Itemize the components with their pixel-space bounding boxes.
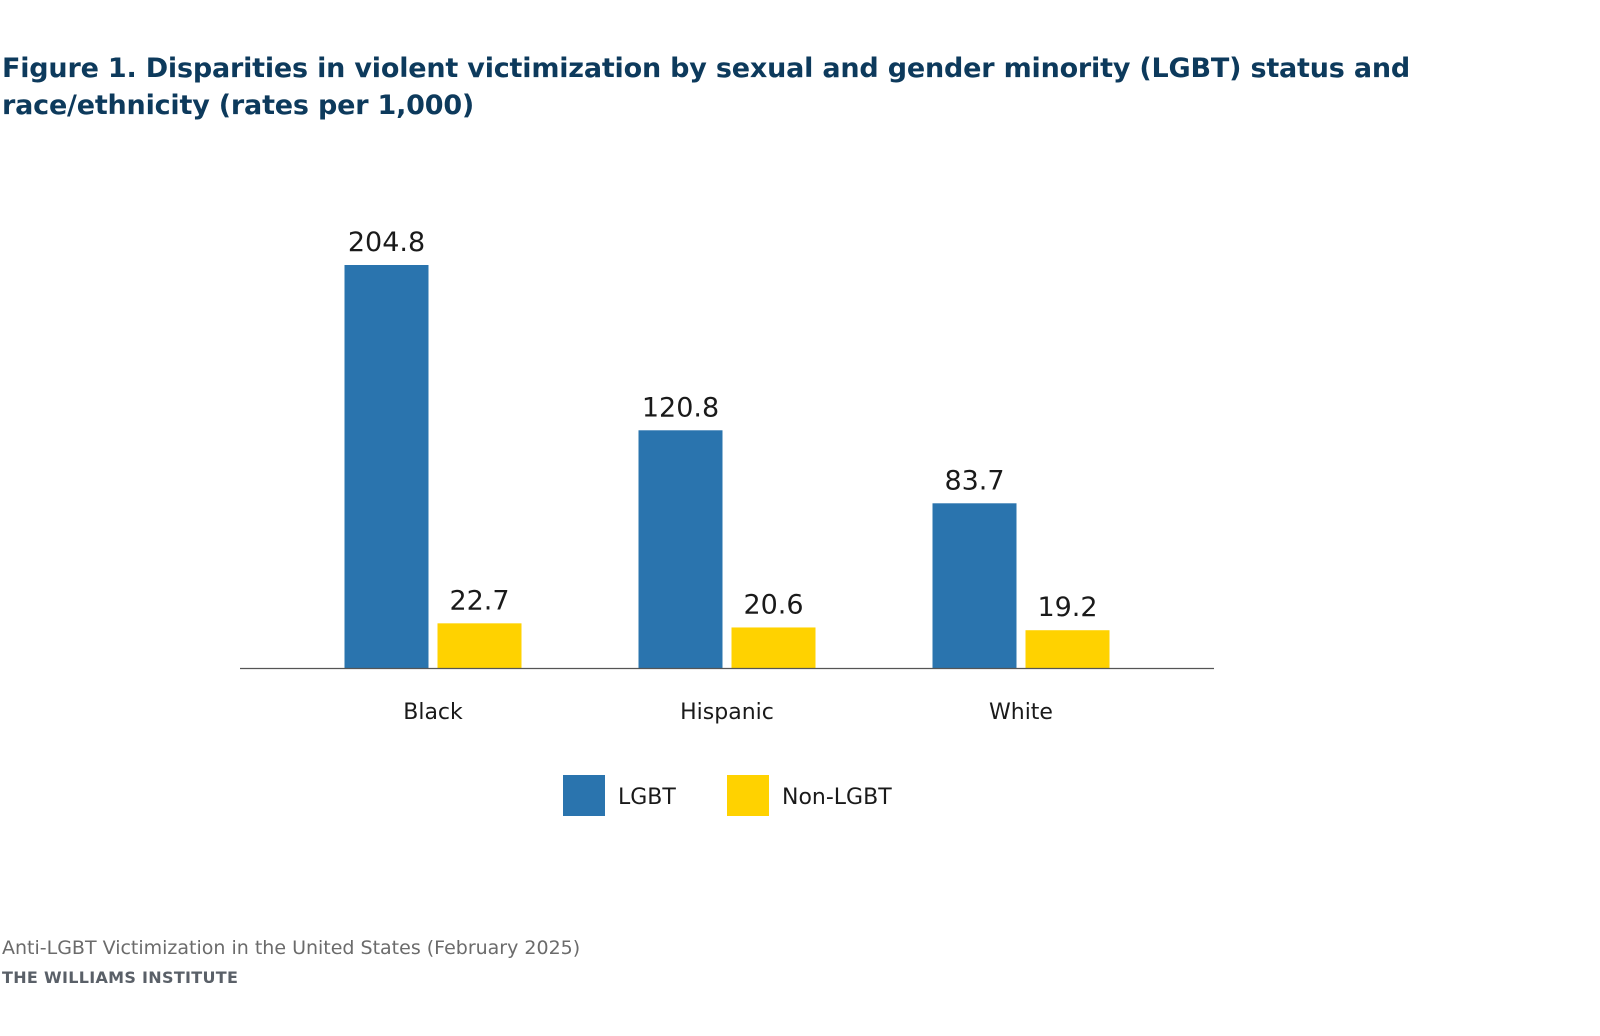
bar-black-non-lgbt bbox=[437, 623, 522, 668]
legend-swatch-non-lgbt bbox=[727, 775, 769, 816]
chart-title: Figure 1. Disparities in violent victimi… bbox=[2, 53, 1411, 121]
data-label-hispanic-non-lgbt: 20.6 bbox=[743, 589, 803, 620]
category-label-black: Black bbox=[403, 700, 463, 725]
bar-chart: 204.8 22.7 Black 120.8 20.6 Hispanic 83.7 19.2 W… bbox=[240, 227, 1214, 816]
data-label-black-non-lgbt: 22.7 bbox=[449, 585, 509, 616]
category-label-hispanic: Hispanic bbox=[680, 700, 774, 725]
data-label-white-non-lgbt: 19.2 bbox=[1037, 592, 1097, 623]
data-label-black-lgbt: 204.8 bbox=[348, 227, 425, 258]
legend-swatch-lgbt bbox=[563, 775, 605, 816]
data-label-hispanic-lgbt: 120.8 bbox=[642, 392, 719, 423]
legend-label-non-lgbt: Non-LGBT bbox=[782, 785, 892, 810]
data-label-white-lgbt: 83.7 bbox=[944, 465, 1004, 496]
bar-white-non-lgbt bbox=[1025, 630, 1110, 668]
bar-hispanic-lgbt bbox=[638, 430, 723, 668]
bar-white-lgbt bbox=[932, 503, 1017, 668]
source-note: Anti-LGBT Victimization in the United St… bbox=[2, 937, 581, 959]
category-label-white: White bbox=[989, 700, 1053, 725]
bar-black-lgbt bbox=[344, 265, 429, 668]
bar-hispanic-non-lgbt bbox=[731, 627, 816, 668]
organization-name: THE WILLIAMS INSTITUTE bbox=[2, 968, 239, 987]
legend-label-lgbt: LGBT bbox=[618, 785, 676, 810]
